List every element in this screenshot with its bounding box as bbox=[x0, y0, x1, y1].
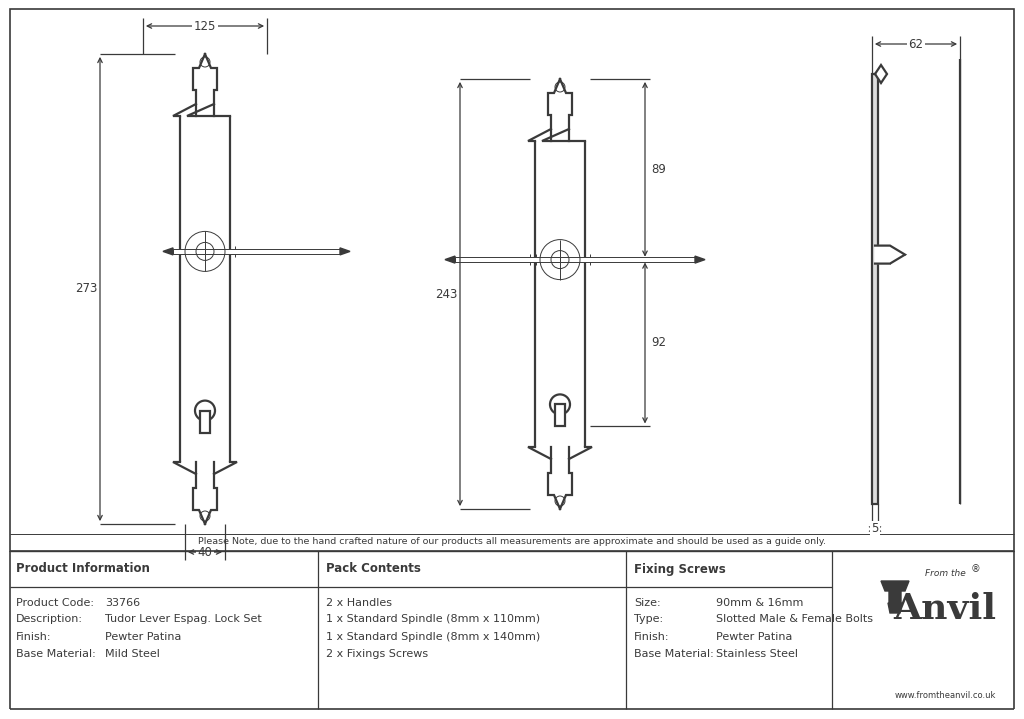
Text: Base Material:: Base Material: bbox=[16, 649, 96, 659]
Bar bbox=[173, 249, 205, 254]
Text: 92: 92 bbox=[651, 336, 667, 349]
Text: 62: 62 bbox=[908, 37, 924, 50]
Text: 125: 125 bbox=[194, 19, 216, 32]
Text: 89: 89 bbox=[651, 162, 667, 176]
Bar bbox=[555, 404, 565, 426]
Text: Pewter Patina: Pewter Patina bbox=[716, 632, 793, 642]
Text: Finish:: Finish: bbox=[634, 632, 670, 642]
Text: 2 x Fixings Screws: 2 x Fixings Screws bbox=[326, 649, 428, 659]
Text: Stainless Steel: Stainless Steel bbox=[716, 649, 798, 659]
Bar bbox=[455, 257, 560, 262]
Polygon shape bbox=[888, 603, 902, 613]
Text: Description:: Description: bbox=[16, 614, 83, 624]
Text: Slotted Male & Female Bolts: Slotted Male & Female Bolts bbox=[716, 614, 873, 624]
Bar bbox=[205, 249, 340, 254]
Text: 1 x Standard Spindle (8mm x 110mm): 1 x Standard Spindle (8mm x 110mm) bbox=[326, 614, 540, 624]
Text: Type:: Type: bbox=[634, 614, 664, 624]
Polygon shape bbox=[874, 65, 887, 83]
Polygon shape bbox=[163, 248, 173, 255]
Text: 273: 273 bbox=[75, 283, 97, 296]
Bar bbox=[872, 74, 878, 504]
Text: Please Note, due to the hand crafted nature of our products all measurements are: Please Note, due to the hand crafted nat… bbox=[198, 538, 826, 546]
Polygon shape bbox=[695, 256, 705, 263]
Text: Pack Contents: Pack Contents bbox=[326, 562, 421, 575]
Text: From the: From the bbox=[925, 569, 966, 579]
Text: Tudor Lever Espag. Lock Set: Tudor Lever Espag. Lock Set bbox=[105, 614, 262, 624]
Bar bbox=[10, 9, 1014, 551]
Text: Finish:: Finish: bbox=[16, 632, 51, 642]
Text: www.fromtheanvil.co.uk: www.fromtheanvil.co.uk bbox=[894, 692, 995, 700]
Bar bbox=[560, 257, 695, 262]
Text: ®: ® bbox=[970, 564, 980, 574]
Text: 33766: 33766 bbox=[105, 598, 140, 608]
Text: 243: 243 bbox=[435, 288, 457, 301]
Text: 1 x Standard Spindle (8mm x 140mm): 1 x Standard Spindle (8mm x 140mm) bbox=[326, 632, 541, 642]
Text: 5: 5 bbox=[871, 523, 879, 536]
Text: 2 x Handles: 2 x Handles bbox=[326, 598, 392, 608]
Polygon shape bbox=[881, 581, 909, 603]
Text: Mild Steel: Mild Steel bbox=[105, 649, 160, 659]
Text: Base Material:: Base Material: bbox=[634, 649, 714, 659]
Text: Product Code:: Product Code: bbox=[16, 598, 94, 608]
Text: Size:: Size: bbox=[634, 598, 660, 608]
Bar bbox=[200, 411, 210, 433]
Text: Pewter Patina: Pewter Patina bbox=[105, 632, 181, 642]
Polygon shape bbox=[874, 246, 905, 264]
Text: Product Information: Product Information bbox=[16, 562, 150, 575]
Polygon shape bbox=[445, 256, 455, 263]
Text: Fixing Screws: Fixing Screws bbox=[634, 562, 726, 575]
Polygon shape bbox=[340, 248, 350, 255]
Text: Anvil: Anvil bbox=[894, 592, 996, 626]
Text: 90mm & 16mm: 90mm & 16mm bbox=[716, 598, 804, 608]
Text: 40: 40 bbox=[198, 546, 212, 559]
